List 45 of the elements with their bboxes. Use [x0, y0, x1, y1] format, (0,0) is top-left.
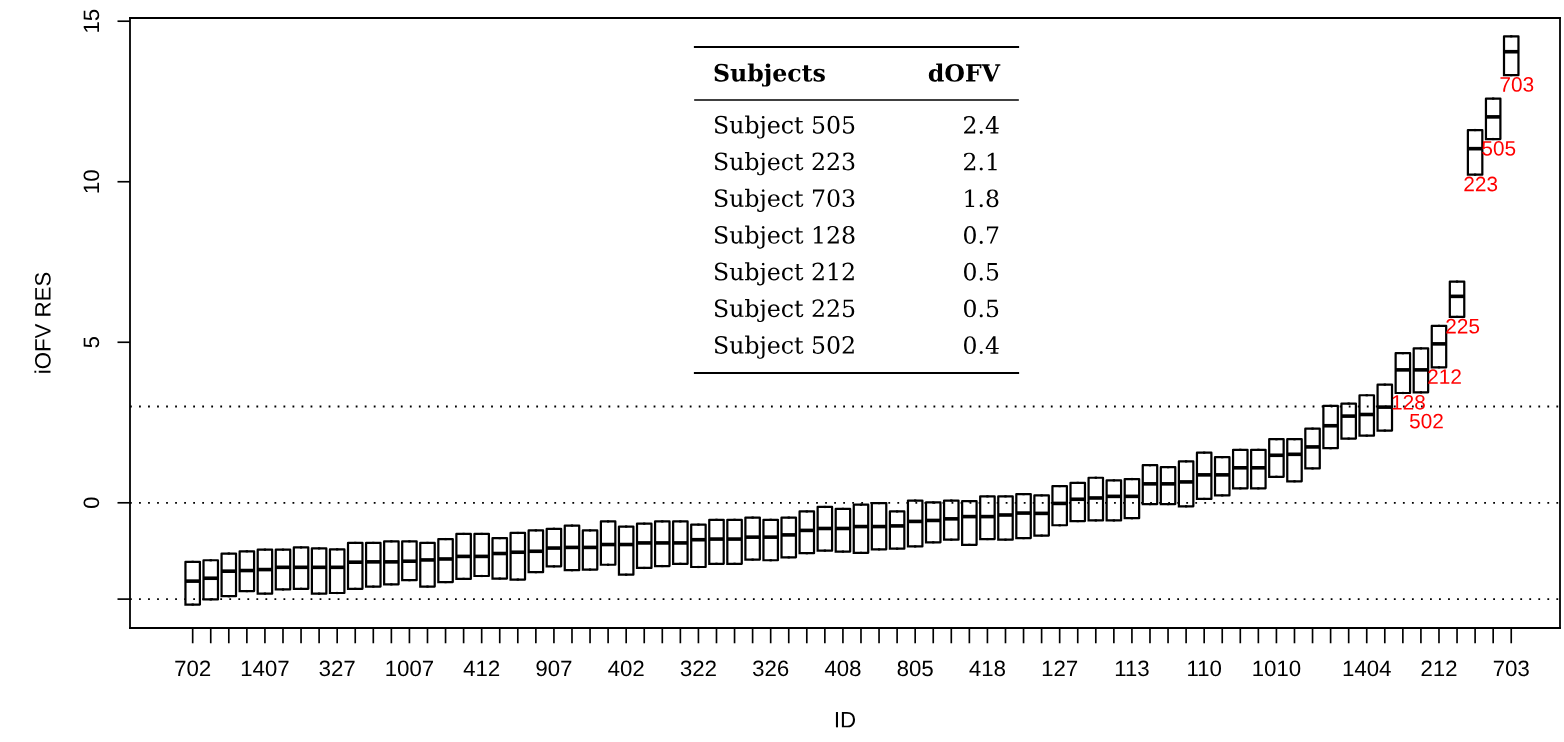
annotation: Subject 225: [714, 298, 855, 323]
annotation: 2.4: [964, 115, 999, 134]
annotation: 0.7: [964, 226, 999, 244]
annotation: Subject 703: [714, 188, 855, 212]
x-tick-label: 412: [463, 660, 500, 677]
annotation: 225: [1446, 318, 1480, 334]
x-tick-label: 907: [536, 660, 572, 677]
x-tick-label: 703: [1493, 660, 1529, 677]
x-tick-label: 127: [1042, 660, 1078, 677]
y-tick-label: 10: [83, 170, 100, 193]
x-tick-label: 322: [680, 660, 716, 677]
x-tick-label: 1404: [1343, 660, 1391, 677]
annotation: Subject 223: [714, 152, 855, 176]
annotation: Subject 212: [714, 262, 854, 286]
y-axis-title: iOFV RES: [34, 272, 51, 373]
x-tick-label: 113: [1115, 660, 1149, 677]
x-tick-label: 1407: [241, 660, 289, 677]
x-tick-label: 1010: [1253, 660, 1301, 677]
annotation: 2.1: [964, 152, 997, 171]
x-tick-label: 805: [897, 660, 933, 677]
x-tick-label: 402: [608, 660, 644, 677]
annotation: Subjects: [714, 63, 825, 87]
annotation: Subject 505: [714, 115, 855, 139]
x-tick-label: 1007: [386, 660, 434, 677]
y-tick-label: 0: [83, 497, 100, 509]
x-axis-title: ID: [835, 712, 856, 728]
x-tick-label: 408: [824, 660, 861, 677]
x-tick-label: 418: [969, 660, 1005, 677]
annotation: 1.8: [965, 189, 999, 208]
x-tick-label: 702: [175, 660, 211, 677]
annotation: 223: [1464, 176, 1498, 192]
x-tick-label: 326: [752, 660, 789, 677]
annotation: Subject 128: [714, 225, 855, 249]
annotation: 502: [1409, 413, 1443, 429]
annotation: 0.5: [964, 262, 999, 281]
annotation: dOFV: [928, 63, 1001, 82]
x-tick-label: 110: [1188, 660, 1222, 677]
annotation: Subject 502: [714, 335, 854, 359]
x-tick-label: 212: [1421, 660, 1457, 677]
annotation: 0.4: [964, 336, 999, 355]
annotation: 703: [1500, 77, 1534, 92]
y-tick-label: 5: [83, 337, 100, 348]
x-tick-label: 327: [319, 660, 355, 677]
y-tick-label: 15: [83, 9, 100, 32]
annotation: 0.5: [964, 299, 999, 318]
